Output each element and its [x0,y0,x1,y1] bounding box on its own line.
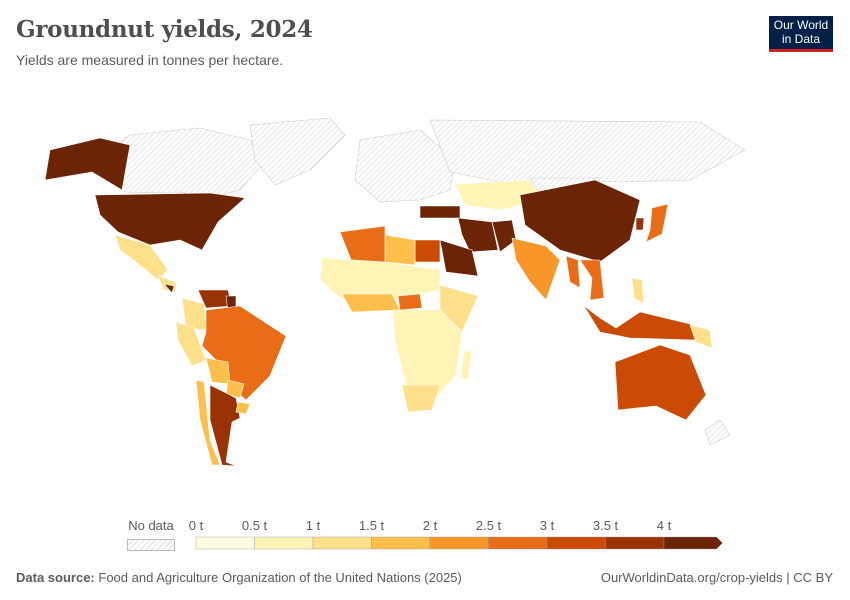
legend-tick-label: 2.5 t [475,518,502,533]
legend-color-bar [195,536,723,550]
legend-tick-label: 3 t [539,518,555,533]
legend-tick-label: 0 t [188,518,204,533]
country-india[interactable] [511,237,561,301]
footer-url[interactable]: OurWorldinData.org/crop-yields | CC BY [600,570,833,585]
country-saudi-arabia[interactable] [439,239,479,277]
country-bolivia[interactable] [205,357,231,385]
country-australia[interactable] [614,344,707,421]
legend-tick-label: 1 t [305,518,321,533]
owid-logo[interactable]: Our World in Data [769,16,833,52]
world-map [44,117,746,467]
legend-bin-4 [429,536,489,550]
source-text: Food and Agriculture Organization of the… [98,570,462,585]
country-papua-new-guinea[interactable] [689,324,713,349]
legend-bin-1 [254,536,314,550]
legend-bin-0 [195,536,255,550]
legend: No data 0 t 0.5 t 1 t 1.5 t 2 t 2.5 t 3 t 3.5 t… [0,515,850,555]
legend-bin-3 [371,536,431,550]
country-algeria[interactable] [339,225,386,266]
legend-bin-5 [488,536,548,550]
legend-bin-6 [546,536,606,550]
country-south-korea[interactable] [635,217,645,231]
country-canada[interactable] [109,127,263,199]
country-south-africa[interactable] [401,384,441,413]
country-china[interactable] [519,179,641,263]
legend-tick-label: 0.5 t [241,518,268,533]
country-peru[interactable] [175,321,207,367]
country-madagascar[interactable] [459,349,473,381]
legend-bin-7 [605,536,665,550]
source-label: Data source: [16,570,95,585]
footer-source: Data source: Food and Agriculture Organi… [16,570,462,585]
country-new-zealand[interactable] [704,419,731,446]
legend-bin-8 [663,536,723,550]
country-kazakhstan[interactable] [454,179,543,211]
country-europe[interactable] [354,129,456,203]
country-uruguay[interactable] [235,401,251,415]
country-nicaragua[interactable] [163,283,175,294]
country-mexico[interactable] [114,234,169,281]
chart-title: Groundnut yields, 2024 [16,16,313,43]
country-alaska[interactable] [44,137,131,191]
country-myanmar[interactable] [565,255,581,289]
country-chile[interactable] [195,379,221,466]
country-indonesia[interactable] [583,305,697,341]
legend-tick-label: 2 t [422,518,438,533]
legend-bin-2 [312,536,372,550]
legend-no-data-swatch [127,539,175,551]
country-greenland[interactable] [249,117,346,186]
country-turkey[interactable] [419,205,461,219]
country-brazil[interactable] [201,305,287,401]
country-united-states[interactable] [94,192,246,251]
country-philippines[interactable] [631,277,645,305]
country-nigeria-ghana[interactable] [341,293,401,313]
country-japan[interactable] [645,203,669,243]
legend-tick-label: 3.5 t [592,518,619,533]
country-vietnam[interactable] [579,259,605,301]
legend-tick-label: 4 t [656,518,672,533]
country-libya[interactable] [384,234,416,266]
country-southern-central-africa[interactable] [391,309,463,406]
country-paraguay[interactable] [225,379,245,399]
country-egypt[interactable] [414,239,441,263]
chart-subtitle: Yields are measured in tonnes per hectar… [16,52,284,68]
legend-no-data-label: No data [128,518,174,533]
country-central-african-republic[interactable] [397,293,423,311]
country-iran[interactable] [457,217,499,253]
country-central-america[interactable] [157,275,177,293]
legend-tick-label: 1.5 t [358,518,385,533]
country-russia[interactable] [429,119,746,183]
